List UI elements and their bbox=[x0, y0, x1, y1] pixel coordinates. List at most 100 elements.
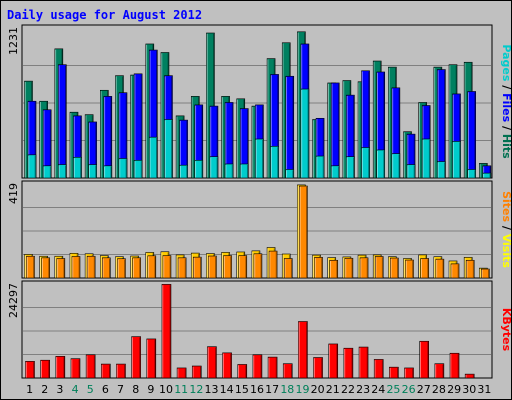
bar-sites-day-17 bbox=[268, 250, 278, 279]
bar-sites-day-10 bbox=[162, 255, 172, 279]
x-tick-label-24: 24 bbox=[371, 383, 385, 396]
bar-pages-day-26 bbox=[406, 164, 416, 179]
bar-kbytes-day-19 bbox=[298, 321, 308, 379]
bar-sites-day-27 bbox=[420, 258, 429, 279]
x-tick-label-14: 14 bbox=[220, 383, 234, 396]
bar-kbytes-day-8 bbox=[131, 336, 141, 379]
bar-sites-day-31 bbox=[481, 268, 490, 279]
bar-pages-day-21 bbox=[330, 165, 340, 179]
bar-pages-day-29 bbox=[452, 141, 461, 179]
x-tick-label-27: 27 bbox=[417, 383, 431, 396]
bar-kbytes-day-13 bbox=[207, 346, 217, 379]
bar-sites-day-21 bbox=[329, 259, 339, 279]
x-tick-label-2: 2 bbox=[41, 383, 48, 396]
x-tick-label-23: 23 bbox=[356, 383, 370, 396]
bar-pages-day-15 bbox=[239, 163, 249, 179]
y-max-label: 419 bbox=[7, 183, 20, 204]
bar-pages-day-19 bbox=[300, 88, 310, 179]
bar-kbytes-day-2 bbox=[40, 359, 50, 379]
bar-sites-day-9 bbox=[147, 255, 157, 279]
bar-pages-day-2 bbox=[42, 165, 52, 179]
bar-pages-day-23 bbox=[361, 147, 370, 179]
bar-pages-day-12 bbox=[194, 160, 204, 179]
bar-sites-day-29 bbox=[450, 263, 460, 279]
bar-sites-day-1 bbox=[26, 255, 35, 279]
bar-kbytes-day-10 bbox=[161, 284, 172, 379]
bar-pages-day-11 bbox=[179, 164, 188, 179]
x-tick-label-15: 15 bbox=[235, 383, 249, 396]
bar-kbytes-day-3 bbox=[55, 356, 66, 379]
bar-pages-day-6 bbox=[103, 165, 113, 179]
x-tick-label-18: 18 bbox=[280, 383, 294, 396]
bar-sites-day-12 bbox=[192, 256, 202, 279]
bar-sites-day-30 bbox=[465, 259, 475, 279]
bar-pages-day-31 bbox=[482, 172, 492, 179]
bar-pages-day-14 bbox=[224, 163, 234, 179]
bar-sites-day-20 bbox=[314, 257, 323, 279]
x-tick-label-31: 31 bbox=[477, 383, 491, 396]
y-max-label: 1231 bbox=[7, 27, 20, 55]
x-tick-label-7: 7 bbox=[117, 383, 124, 396]
bar-files-day-18 bbox=[285, 75, 295, 179]
bar-sites-day-11 bbox=[177, 257, 187, 279]
bar-sites-day-5 bbox=[86, 255, 96, 279]
bar-kbytes-day-28 bbox=[434, 363, 445, 379]
bar-kbytes-day-5 bbox=[85, 354, 96, 379]
x-tick-label-9: 9 bbox=[147, 383, 154, 396]
bar-files-day-21 bbox=[330, 82, 340, 179]
y-max-label: 24297 bbox=[7, 283, 20, 318]
bar-kbytes-day-11 bbox=[176, 367, 187, 379]
x-tick-label-29: 29 bbox=[447, 383, 461, 396]
x-tick-label-8: 8 bbox=[132, 383, 139, 396]
bar-kbytes-day-30 bbox=[464, 373, 475, 379]
x-tick-label-20: 20 bbox=[311, 383, 325, 396]
bar-kbytes-day-1 bbox=[25, 361, 35, 379]
x-tick-label-19: 19 bbox=[295, 383, 309, 396]
bar-pages-day-16 bbox=[255, 138, 264, 179]
bar-pages-day-17 bbox=[270, 146, 279, 179]
bar-kbytes-day-12 bbox=[191, 365, 202, 379]
bar-files-day-3 bbox=[58, 64, 67, 179]
chart-title: Daily usage for August 2012 bbox=[7, 8, 203, 22]
bar-pages-day-25 bbox=[391, 153, 401, 179]
x-tick-label-6: 6 bbox=[102, 383, 109, 396]
bar-sites-day-23 bbox=[359, 257, 369, 279]
bar-sites-day-25 bbox=[390, 257, 399, 279]
bar-sites-day-14 bbox=[223, 255, 232, 279]
bar-pages-day-24 bbox=[376, 149, 386, 179]
bar-pages-day-18 bbox=[285, 169, 295, 179]
bar-pages-day-8 bbox=[133, 160, 143, 179]
bar-sites-day-19 bbox=[299, 185, 308, 279]
x-axis-labels: 1 2 3 4 5 6 7 8 9 10 11 12 13 14 15 16 17 18 19 20 21 22 23 24 2… bbox=[26, 383, 491, 396]
bar-sites-day-22 bbox=[344, 257, 354, 279]
bar-kbytes-day-24 bbox=[373, 359, 384, 379]
bar-pages-day-27 bbox=[421, 138, 431, 179]
bar-kbytes-day-29 bbox=[449, 352, 460, 379]
bar-sites-day-24 bbox=[374, 256, 384, 279]
bar-sites-day-13 bbox=[208, 255, 217, 279]
legend-label: Sites / Visits bbox=[500, 191, 512, 268]
legend-label: KBytes bbox=[500, 308, 512, 352]
bar-kbytes-day-4 bbox=[70, 358, 81, 379]
bar-kbytes-day-22 bbox=[343, 347, 354, 379]
bar-kbytes-day-17 bbox=[267, 356, 278, 379]
bar-pages-day-22 bbox=[346, 156, 355, 179]
bar-sites-day-16 bbox=[253, 253, 263, 279]
bar-kbytes-day-20 bbox=[313, 357, 323, 379]
bar-kbytes-day-14 bbox=[222, 352, 232, 379]
x-tick-label-28: 28 bbox=[432, 383, 446, 396]
x-tick-label-30: 30 bbox=[462, 383, 476, 396]
bar-kbytes-day-6 bbox=[101, 363, 111, 379]
bar-kbytes-day-23 bbox=[358, 346, 369, 379]
bar-sites-day-26 bbox=[405, 259, 414, 279]
x-tick-label-4: 4 bbox=[72, 383, 79, 396]
bar-pages-day-20 bbox=[315, 155, 325, 179]
bar-kbytes-day-21 bbox=[328, 343, 339, 379]
bar-kbytes-day-16 bbox=[252, 354, 263, 379]
bar-pages-day-3 bbox=[58, 164, 67, 179]
x-tick-label-17: 17 bbox=[265, 383, 279, 396]
x-tick-label-5: 5 bbox=[87, 383, 94, 396]
bar-kbytes-day-26 bbox=[404, 367, 414, 379]
x-tick-label-13: 13 bbox=[205, 383, 219, 396]
